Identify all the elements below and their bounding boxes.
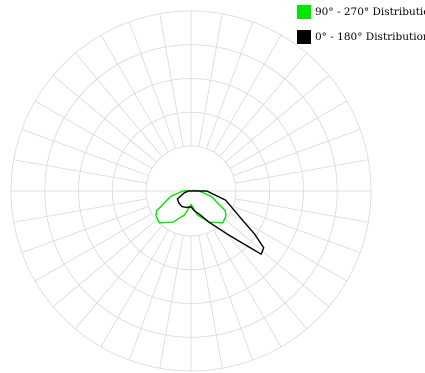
polar-grid-spoke [13,159,147,184]
series-curve-1 [176,190,265,255]
polar-grid-spoke [129,21,176,149]
polar-grid-spoke [235,159,369,184]
polar-grid-spoke [100,229,169,348]
polar-grid-spoke [21,206,149,253]
polar-grid-spoke [219,52,308,157]
polar-grid-spoke [21,129,149,176]
polar-grid-spoke [213,34,282,153]
polar-grid-spoke [100,34,169,153]
polar-grid-spoke [206,21,253,149]
polar-grid-spoke [198,235,223,369]
polar-grid-spoke [233,129,361,176]
polar-grid-spoke [34,213,153,282]
polar-grid-spoke [129,233,176,361]
polar-grid-spoke [13,198,147,223]
legend-item-black: 0° - 180° Distribution [297,27,425,47]
polar-grid-spoke [74,225,163,330]
polar-grid-spoke [229,213,348,282]
polar-grid-spoke [206,233,253,361]
polar-grid-spoke [52,74,157,163]
series-layer [155,189,265,255]
legend-swatch-green [297,5,311,19]
polar-grid-spoke [225,74,330,163]
polar-grid-spoke [159,13,184,147]
polar-grid-spoke [219,225,308,330]
legend: 90° - 270° Distribution 0° - 180° Distri… [297,2,425,52]
polar-grid-spoke [159,235,184,369]
polar-grid-spoke [235,198,369,223]
legend-label-green: 90° - 270° Distribution [315,6,425,18]
polar-grid-spoke [213,229,282,348]
legend-swatch-black [297,30,311,44]
polar-grid-spoke [198,13,223,147]
polar-grid-spoke [229,100,348,169]
legend-item-green: 90° - 270° Distribution [297,2,425,22]
polar-grid [10,10,372,372]
polar-grid-spoke [233,206,361,253]
polar-grid-spoke [74,52,163,157]
polar-grid-spoke [52,219,157,308]
legend-label-black: 0° - 180° Distribution [315,31,425,43]
polar-grid-spoke [225,219,330,308]
polar-grid-spoke [34,100,153,169]
